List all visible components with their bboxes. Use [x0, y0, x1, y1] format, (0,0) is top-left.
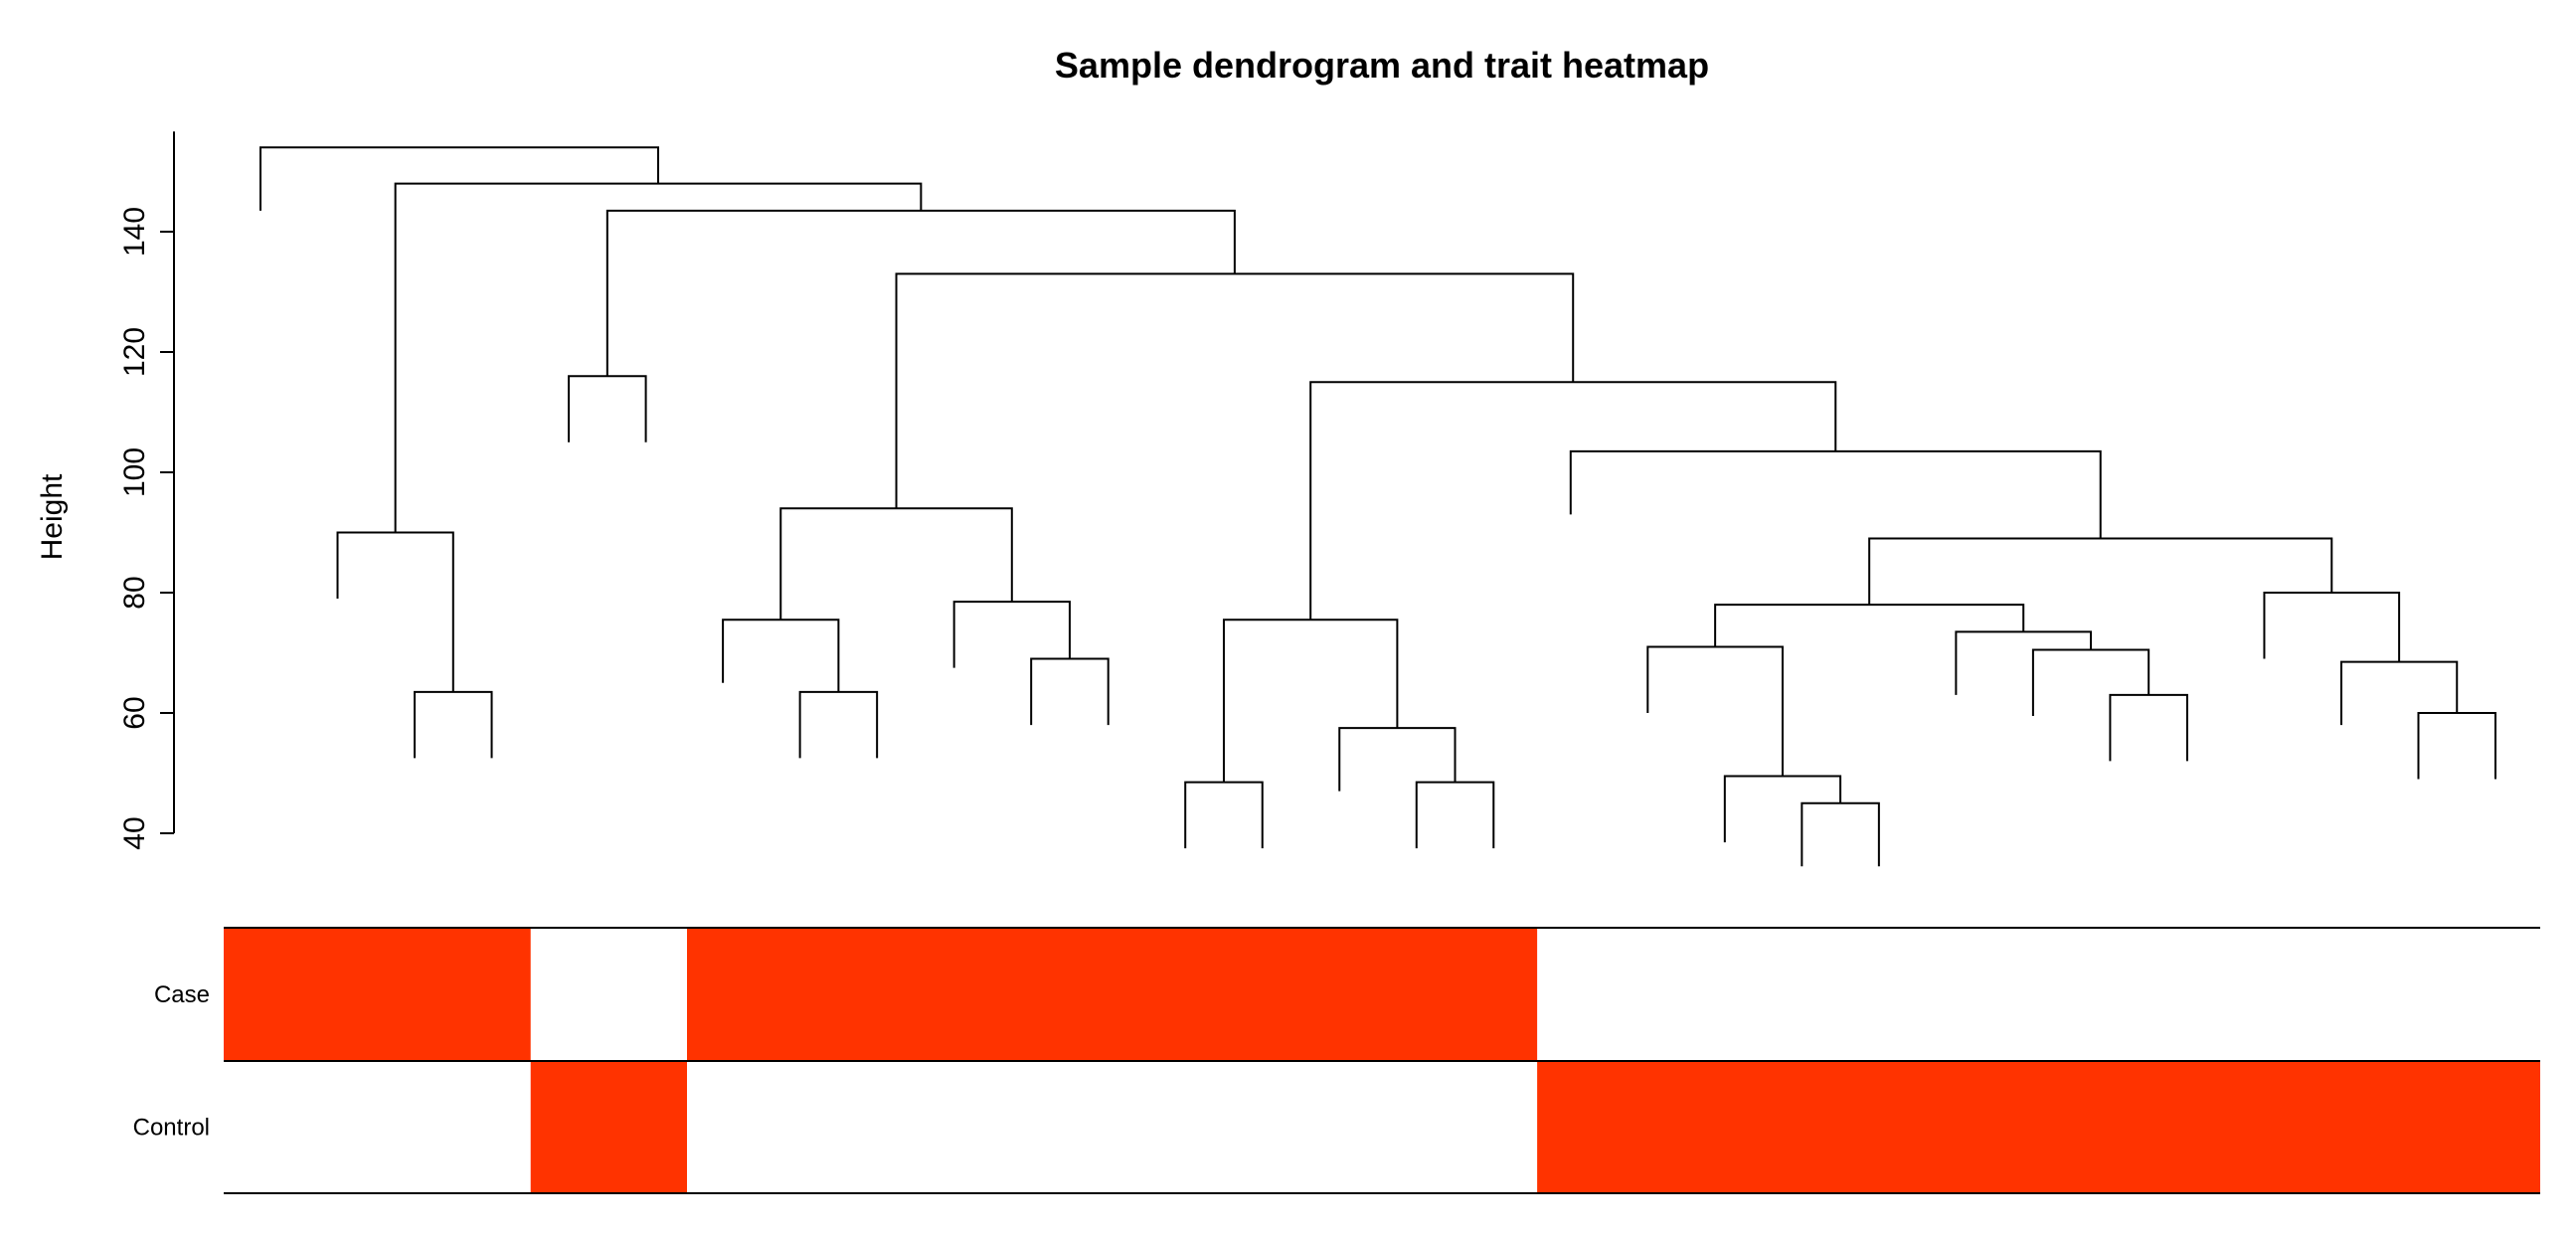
y-axis-label: Height: [36, 473, 69, 560]
dendrogram-link: [1801, 801, 1880, 867]
dendrogram-link: [1222, 618, 1399, 783]
dendrogram-link: [798, 690, 879, 759]
trait-row-label: Control: [133, 1115, 210, 1142]
trait-row-label: Case: [154, 981, 210, 1008]
heatmap-cell: [687, 928, 1538, 1061]
dendrogram-link: [1646, 645, 1784, 777]
dendrogram-link: [259, 146, 660, 211]
y-tick-label: 140: [118, 207, 151, 257]
trait-heatmap: Case Control: [133, 927, 2540, 1194]
dendrogram-link: [2339, 660, 2459, 726]
dendrogram-link: [414, 690, 493, 759]
dendrogram-link: [895, 272, 1575, 509]
dendrogram-link: [1030, 657, 1110, 726]
heatmap-cell: [1537, 1061, 2540, 1193]
dendrogram-link: [1868, 537, 2333, 606]
dendrogram-link: [1955, 630, 2093, 695]
dendrogram-link: [779, 507, 1013, 620]
y-axis: 40 60 80 100 120 140: [118, 131, 175, 850]
y-tick-label: 120: [118, 327, 151, 377]
dendrogram-link: [568, 375, 647, 442]
dendrogram-link: [1569, 449, 2102, 539]
heatmap-cell: [530, 1061, 687, 1193]
heatmap-cell: [224, 928, 531, 1061]
chart-title: Sample dendrogram and trait heatmap: [1055, 45, 1709, 86]
y-tick-label: 80: [118, 576, 151, 609]
dendrogram: [259, 146, 2496, 867]
dendrogram-link: [336, 531, 454, 692]
dendrogram-link: [605, 209, 1236, 377]
y-tick-label: 100: [118, 447, 151, 497]
y-tick-label: 40: [118, 816, 151, 849]
y-tick-label: 60: [118, 696, 151, 729]
dendrogram-link: [1723, 775, 1842, 843]
dendrogram-link: [2263, 592, 2401, 662]
dendrogram-link: [1714, 604, 2025, 647]
dendrogram-link: [2109, 693, 2188, 762]
dendrogram-link: [1415, 781, 1495, 849]
dendrogram-link: [1309, 381, 1837, 620]
dendrogram-link: [722, 618, 840, 692]
dendrogram-link: [2417, 712, 2496, 780]
dendrogram-link: [394, 182, 923, 533]
dendrogram-link: [2031, 648, 2150, 717]
dendrogram-link: [1184, 781, 1264, 849]
